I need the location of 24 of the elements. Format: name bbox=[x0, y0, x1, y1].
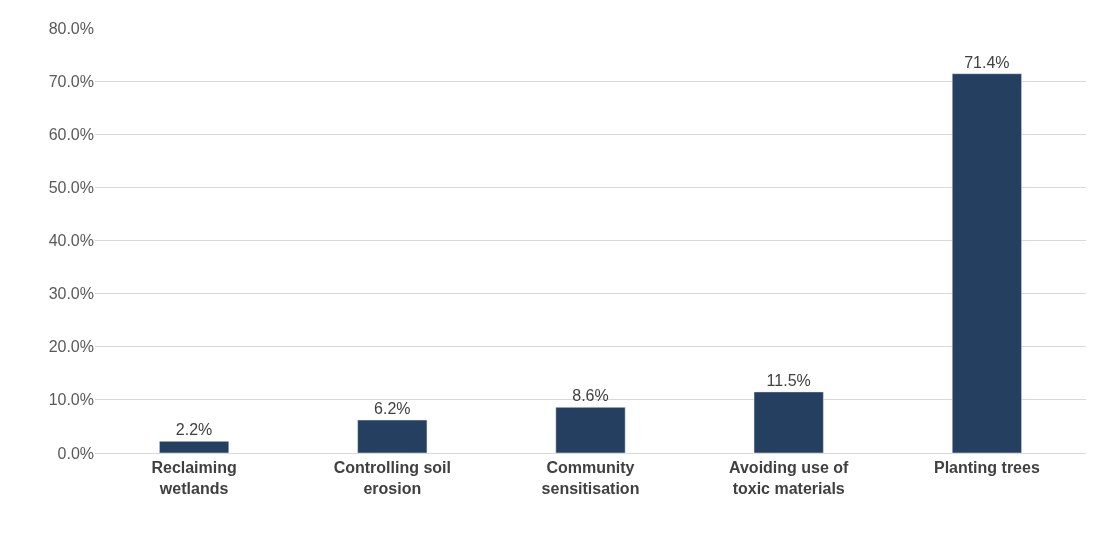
data-label: 6.2% bbox=[374, 400, 411, 418]
data-label: 71.4% bbox=[964, 53, 1010, 71]
y-tick-label: 70.0% bbox=[48, 72, 94, 90]
x-tick-label: Controlling soil erosion bbox=[333, 459, 451, 497]
x-tick-label: Avoiding use of toxic materials bbox=[729, 459, 850, 497]
y-tick-label: 10.0% bbox=[48, 391, 94, 409]
y-tick-label: 40.0% bbox=[48, 232, 94, 250]
data-label: 8.6% bbox=[572, 387, 609, 405]
y-tick-label: 60.0% bbox=[48, 125, 94, 143]
x-tick-label: Reclaiming wetlands bbox=[151, 459, 237, 497]
x-tick-label: Community sensitisation bbox=[541, 459, 640, 497]
y-tick-label: 80.0% bbox=[48, 19, 94, 37]
x-tick-label: Planting trees bbox=[933, 459, 1040, 477]
y-tick-label: 20.0% bbox=[48, 338, 94, 356]
y-tick-label: 50.0% bbox=[48, 178, 94, 196]
bar bbox=[357, 419, 428, 453]
bar bbox=[753, 391, 824, 453]
bar bbox=[951, 73, 1022, 453]
data-label: 2.2% bbox=[175, 421, 213, 439]
y-tick-label: 0.0% bbox=[57, 444, 94, 462]
data-label: 11.5% bbox=[766, 371, 811, 389]
bar bbox=[555, 407, 626, 453]
bar bbox=[159, 441, 230, 453]
y-tick-label: 30.0% bbox=[48, 285, 94, 303]
